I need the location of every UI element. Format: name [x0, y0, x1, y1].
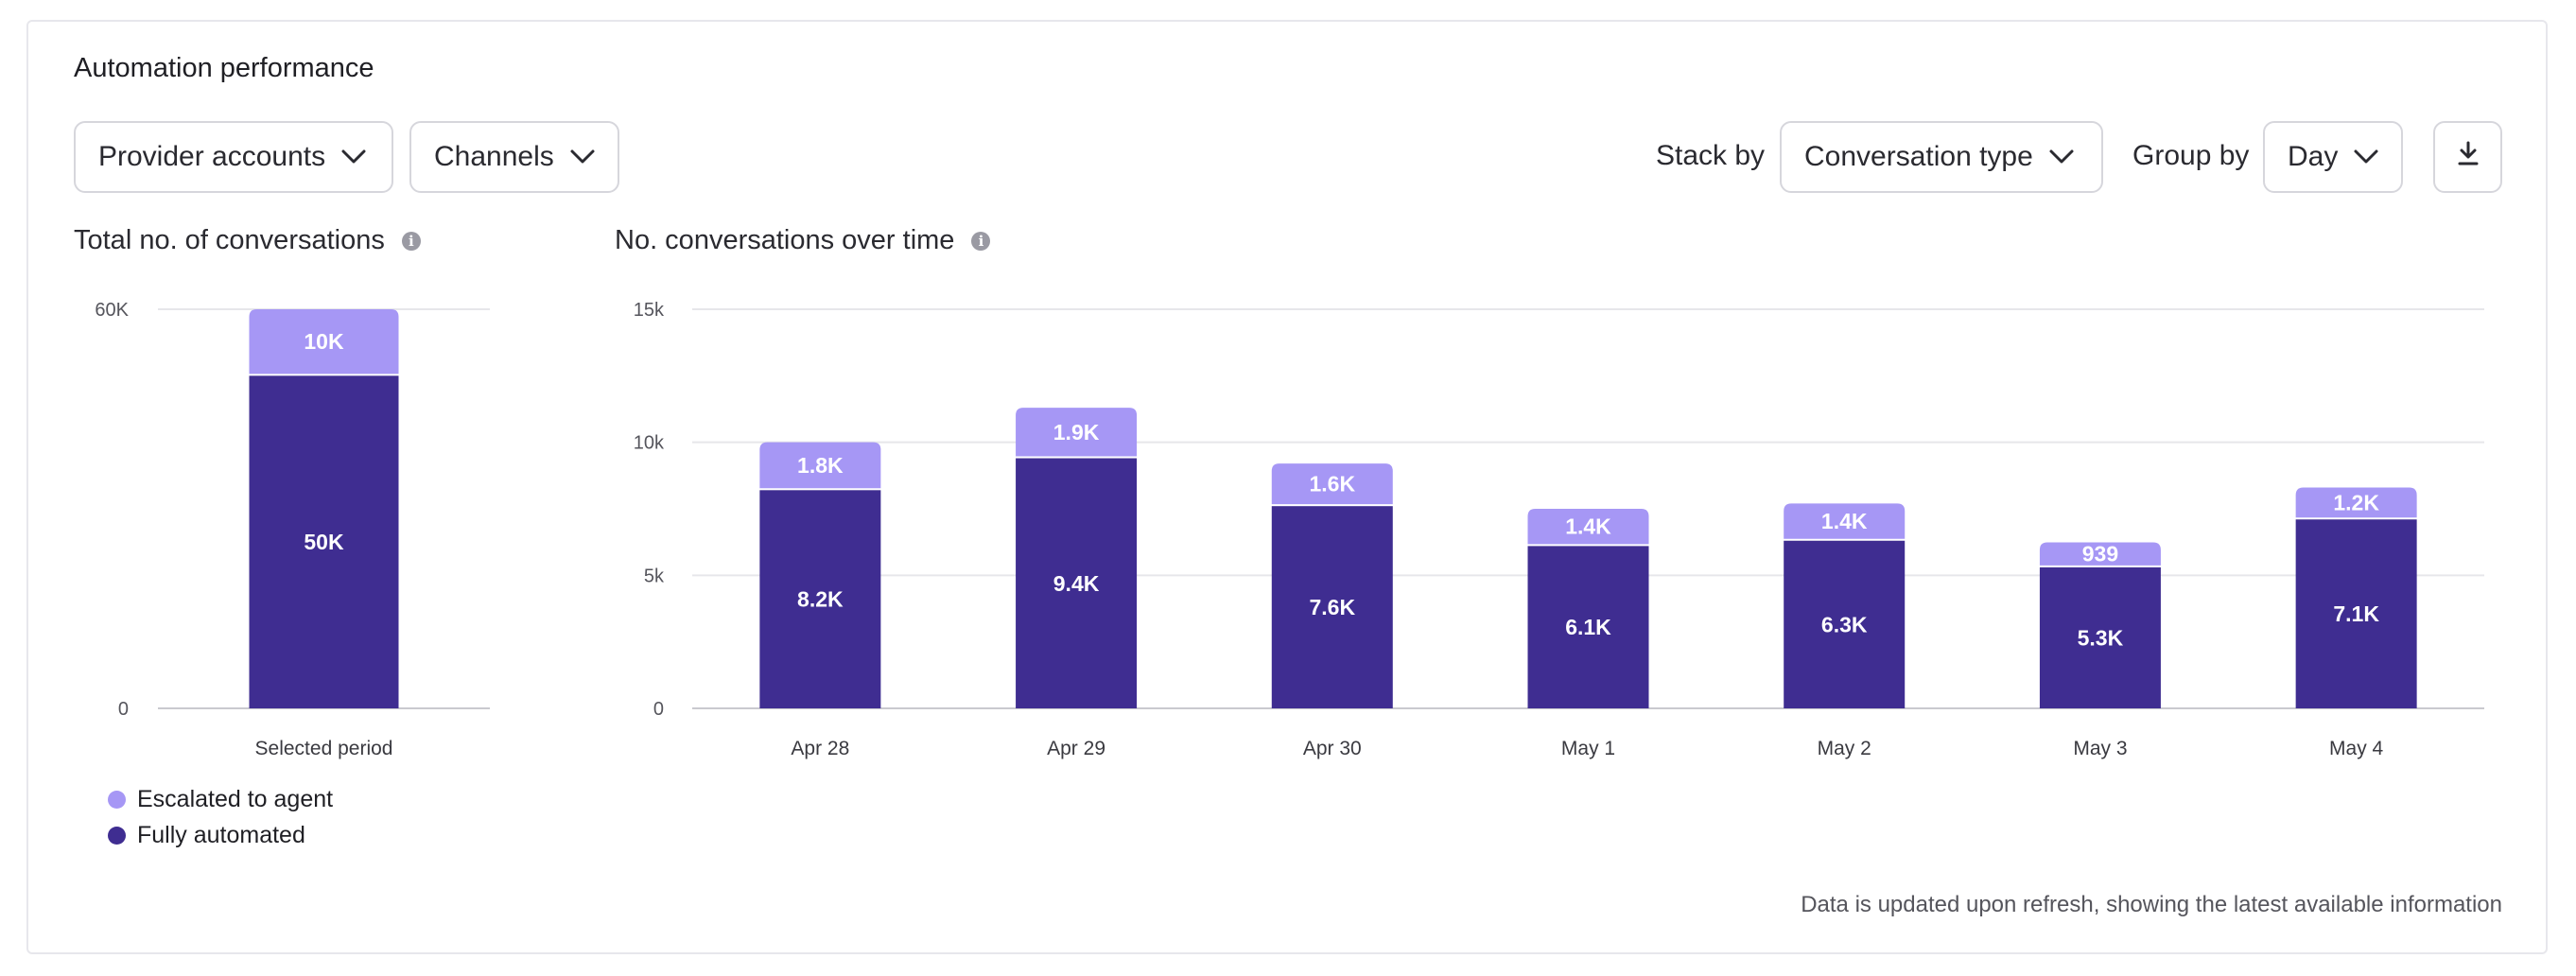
x-category-label: May 2 [1818, 738, 1871, 759]
bar-value-label: 1.6K [1309, 472, 1355, 497]
info-icon[interactable]: i [971, 231, 991, 251]
bar-value-label: 5.3K [2078, 625, 2124, 650]
y-tick-label: 0 [653, 699, 664, 720]
x-category-label: May 4 [2329, 738, 2384, 759]
bar-automated[interactable] [2039, 566, 2161, 708]
provider-accounts-label: Provider accounts [98, 141, 326, 172]
bar-automated[interactable] [759, 490, 881, 708]
bar-value-label: 1.4K [1565, 514, 1611, 539]
bar-escalated[interactable] [1784, 503, 1906, 539]
bar-value-label: 8.2K [797, 587, 844, 612]
channels-label: Channels [434, 141, 554, 172]
total-conversations-chart: 0 60K 50K 10K Selected period [95, 300, 490, 759]
y-tick-label: 0 [118, 699, 129, 720]
x-category-label: May 3 [2073, 738, 2127, 759]
legend-swatch-automated [108, 826, 126, 845]
bar-escalated[interactable] [2295, 487, 2417, 518]
automation-performance-card [26, 20, 2548, 954]
bar-value-label: 7.1K [2333, 601, 2379, 626]
bar-escalated[interactable] [1271, 463, 1393, 505]
chevron-down-icon [2353, 148, 2379, 166]
bar-escalated[interactable] [1016, 408, 1138, 457]
conversations-over-time-title: No. conversations over time i [615, 225, 991, 256]
y-tick-label: 60K [95, 300, 129, 321]
bar-value-label: 50K [304, 530, 344, 554]
channels-dropdown[interactable]: Channels [409, 121, 619, 193]
total-conversations-title: Total no. of conversations i [74, 225, 421, 256]
chevron-down-icon [2048, 148, 2075, 166]
bar-escalated[interactable] [1527, 509, 1649, 545]
x-category-label: Apr 28 [791, 738, 849, 759]
bar-value-label: 9.4K [1053, 571, 1100, 596]
chart-legend: Escalated to agent Fully automated [108, 781, 333, 853]
group-by-value: Day [2288, 141, 2339, 172]
bar-value-label: 1.4K [1821, 509, 1868, 533]
download-button[interactable] [2433, 121, 2502, 193]
total-conversations-title-text: Total no. of conversations [74, 225, 385, 255]
bar-value-label: 10K [304, 329, 344, 354]
provider-accounts-dropdown[interactable]: Provider accounts [74, 121, 393, 193]
chevron-down-icon [569, 148, 596, 166]
legend-label-escalated: Escalated to agent [137, 785, 334, 812]
bar-automated[interactable] [1784, 540, 1906, 708]
legend-item-automated[interactable]: Fully automated [108, 817, 333, 853]
legend-swatch-escalated [108, 790, 126, 809]
conversations-over-time-title-text: No. conversations over time [615, 225, 955, 255]
x-category-label: Apr 29 [1047, 738, 1105, 759]
x-category-label: May 1 [1561, 738, 1615, 759]
x-category-label: Apr 30 [1303, 738, 1362, 759]
stack-by-value: Conversation type [1804, 141, 2033, 172]
bar-value-label: 1.8K [797, 453, 844, 478]
conversations-over-time-chart: 0 5k 10k 15k 8.2K 1.8K Apr 28 9.4K 1.9K Apr 29 7.6… [634, 300, 2484, 759]
bar-automated[interactable] [249, 375, 399, 708]
bar-escalated[interactable] [249, 309, 399, 375]
bar-automated[interactable] [1527, 546, 1649, 708]
group-by-dropdown[interactable]: Day [2263, 121, 2403, 193]
chevron-down-icon [340, 148, 367, 166]
bar-value-label: 1.9K [1053, 420, 1100, 444]
download-icon [2456, 140, 2480, 174]
group-by-label: Group by [2132, 140, 2250, 171]
bar-value-label: 1.2K [2333, 490, 2379, 514]
info-icon[interactable]: i [401, 231, 421, 251]
bar-value-label: 6.1K [1565, 615, 1611, 639]
x-category-label: Selected period [255, 738, 393, 759]
bar-escalated[interactable] [759, 442, 881, 489]
y-tick-label: 15k [634, 300, 665, 321]
bar-automated[interactable] [1271, 506, 1393, 708]
card-title: Automation performance [74, 53, 374, 83]
stack-by-dropdown[interactable]: Conversation type [1780, 121, 2103, 193]
bar-escalated[interactable] [2039, 542, 2161, 566]
legend-label-automated: Fully automated [137, 821, 305, 848]
legend-item-escalated[interactable]: Escalated to agent [108, 781, 333, 817]
bar-value-label: 6.3K [1821, 612, 1868, 636]
data-refresh-footnote: Data is updated upon refresh, showing th… [1801, 892, 2502, 917]
y-tick-label: 5k [644, 566, 665, 586]
bar-value-label: 7.6K [1309, 595, 1355, 619]
y-tick-label: 10k [634, 433, 665, 454]
bar-automated[interactable] [2295, 519, 2417, 708]
bar-automated[interactable] [1016, 458, 1138, 708]
bar-value-label: 939 [2082, 542, 2118, 566]
stack-by-label: Stack by [1656, 140, 1766, 171]
